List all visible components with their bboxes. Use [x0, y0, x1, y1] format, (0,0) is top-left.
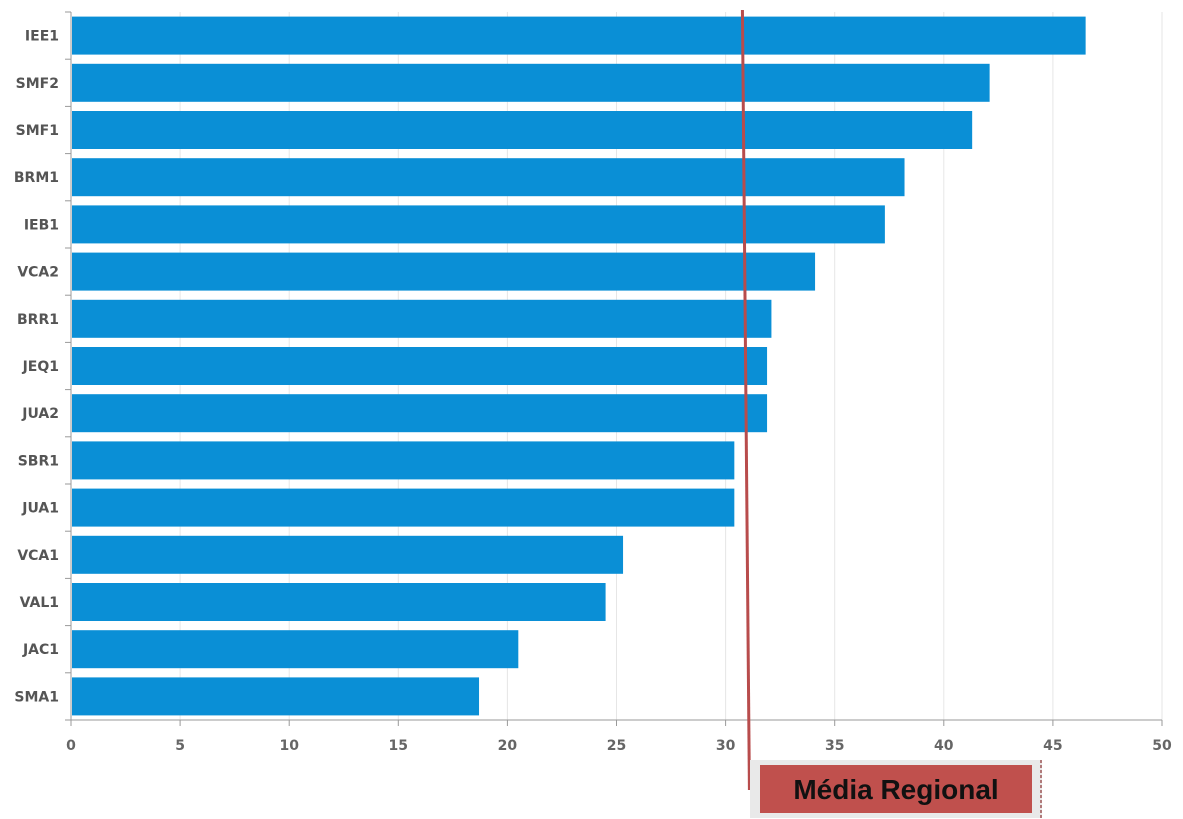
bar — [72, 347, 768, 385]
reference-line-group: Média Regional — [740, 9, 1042, 818]
bar — [72, 394, 768, 433]
bar — [72, 111, 973, 149]
reference-label: Média Regional — [793, 774, 998, 805]
category-label: SMF1 — [16, 123, 59, 139]
category-label: BRR1 — [17, 312, 59, 328]
category-label: IEE1 — [25, 29, 59, 45]
x-tick-label: 25 — [607, 738, 626, 754]
category-label: BRM1 — [14, 170, 59, 186]
bar — [72, 252, 816, 291]
reference-line — [740, 9, 751, 791]
x-tick-label: 50 — [1152, 738, 1172, 754]
axes — [65, 11, 1163, 726]
x-tick-label: 5 — [175, 738, 185, 754]
x-tick-label: 45 — [1043, 738, 1062, 754]
category-labels: IEE1 SMF2 SMF1 BRM1 IEB1 VCA2 BRR1 JEQ1 JUA2 SBR1… — [14, 29, 59, 706]
category-label: IEB1 — [24, 217, 59, 233]
category-label: JAC1 — [22, 642, 59, 658]
x-tick-label: 10 — [279, 738, 299, 754]
bar — [72, 441, 735, 480]
x-tick-label: 15 — [389, 738, 408, 754]
bar — [72, 63, 990, 102]
category-label: SMA1 — [14, 689, 59, 705]
category-label: JUA2 — [21, 406, 59, 422]
category-label: JEQ1 — [22, 359, 59, 375]
reference-label-box — [760, 765, 1032, 813]
x-tick-label: 30 — [716, 738, 736, 754]
bar — [72, 488, 735, 527]
category-label: JUA1 — [21, 501, 59, 517]
bar — [72, 535, 624, 574]
bar — [72, 630, 519, 669]
x-tick-label: 35 — [825, 738, 844, 754]
category-label: VCA1 — [17, 548, 59, 564]
category-label: SBR1 — [18, 453, 59, 469]
category-label: SMF2 — [16, 76, 59, 92]
bar — [72, 16, 1086, 55]
x-tick-labels: 0 5 10 15 20 25 30 35 40 45 50 — [66, 738, 1172, 754]
bars — [72, 16, 1086, 716]
bar — [72, 299, 772, 338]
bar — [72, 158, 905, 197]
x-tick-label: 0 — [66, 738, 76, 754]
x-tick-label: 20 — [498, 738, 518, 754]
category-label: VCA2 — [17, 265, 59, 281]
bar — [72, 205, 885, 244]
bar — [72, 583, 606, 621]
category-label: VAL1 — [20, 595, 59, 611]
bar — [72, 677, 480, 716]
x-tick-label: 40 — [934, 738, 954, 754]
